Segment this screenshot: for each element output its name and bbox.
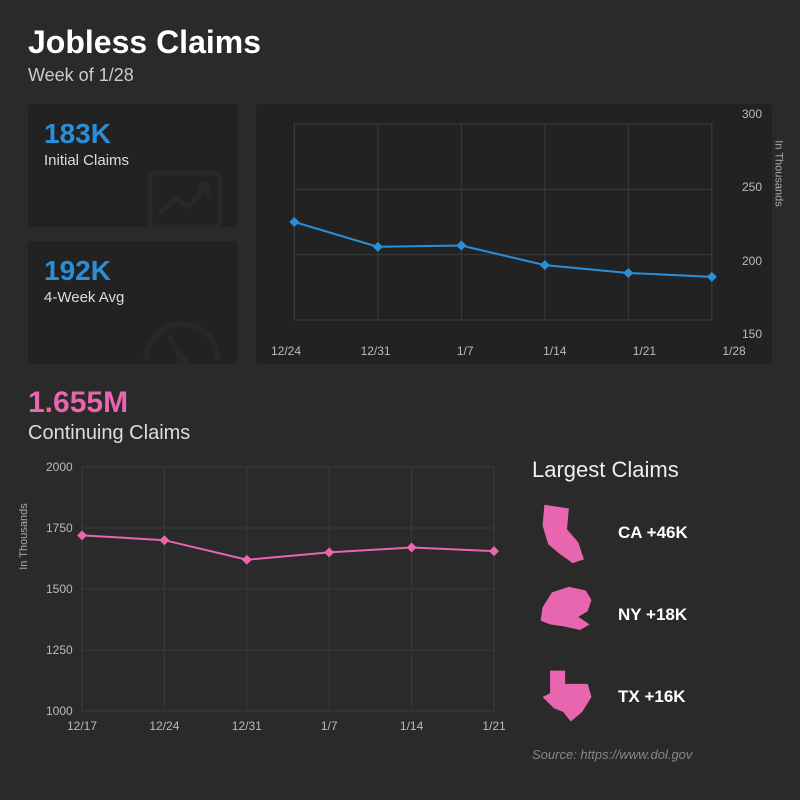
top-chart-x-tick: 1/21 <box>633 344 656 358</box>
top-chart-x-tick: 1/14 <box>543 344 566 358</box>
state-shape-icon <box>532 665 602 729</box>
largest-claims-title: Largest Claims <box>532 457 772 483</box>
initial-claims-card: 183K Initial Claims <box>28 104 238 227</box>
top-chart-y-tick: 200 <box>742 254 762 268</box>
bottom-chart-x-tick: 12/24 <box>149 719 179 733</box>
bottom-chart-y-tick: 1500 <box>46 582 73 596</box>
state-row: TX +16K <box>532 665 772 729</box>
bottom-chart-y-axis-label: In Thousands <box>18 503 30 569</box>
top-chart-x-tick: 12/31 <box>361 344 391 358</box>
page-title: Jobless Claims <box>28 24 772 61</box>
state-delta-label: TX +16K <box>618 687 686 707</box>
initial-claims-chart: In Thousands 12/2412/311/71/141/211/28 1… <box>256 104 772 364</box>
bottom-chart-x-tick: 1/14 <box>400 719 423 733</box>
page-subtitle: Week of 1/28 <box>28 65 772 86</box>
bottom-chart-x-tick: 1/21 <box>482 719 505 733</box>
state-shape-icon <box>532 501 602 565</box>
source-text: Source: https://www.dol.gov <box>532 747 772 762</box>
top-chart-x-tick: 1/28 <box>722 344 745 358</box>
state-row: NY +18K <box>532 583 772 647</box>
bottom-chart-x-tick: 1/7 <box>321 719 338 733</box>
top-chart-y-tick: 150 <box>742 327 762 341</box>
state-shape-icon <box>532 583 602 647</box>
bottom-chart-y-tick: 1000 <box>46 704 73 718</box>
bottom-chart-y-tick: 2000 <box>46 460 73 474</box>
bottom-chart-x-tick: 12/31 <box>232 719 262 733</box>
bottom-chart-y-tick: 1250 <box>46 643 73 657</box>
largest-claims-panel: Largest Claims CA +46K NY +18K TX +16K S… <box>532 457 772 762</box>
top-chart-y-tick: 300 <box>742 107 762 121</box>
continuing-claims-value: 1.655M <box>28 386 772 420</box>
top-chart-y-tick: 250 <box>742 180 762 194</box>
gauge-icon <box>132 302 232 364</box>
weekly-avg-card: 192K 4-Week Avg <box>28 241 238 364</box>
continuing-claims-label: Continuing Claims <box>28 422 772 445</box>
state-delta-label: NY +18K <box>618 605 687 625</box>
initial-claims-value: 183K <box>44 118 222 150</box>
state-delta-label: CA +46K <box>618 523 688 543</box>
weekly-avg-value: 192K <box>44 255 222 287</box>
state-row: CA +46K <box>532 501 772 565</box>
bottom-chart-y-tick: 1750 <box>46 521 73 535</box>
continuing-claims-chart: In Thousands 12/1712/2412/311/71/141/21 … <box>28 457 508 737</box>
bottom-chart-x-tick: 12/17 <box>67 719 97 733</box>
trend-up-icon <box>142 165 232 227</box>
top-chart-x-tick: 12/24 <box>271 344 301 358</box>
top-chart-y-axis-label: In Thousands <box>772 140 784 206</box>
top-chart-x-tick: 1/7 <box>457 344 474 358</box>
